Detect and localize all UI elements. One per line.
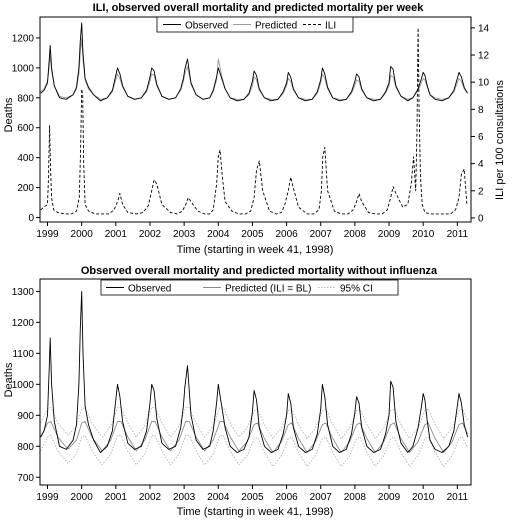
- y-tick-label: 800: [17, 93, 34, 104]
- y-tick-label: 900: [17, 411, 34, 422]
- series-line-95-ci-upper: [40, 407, 469, 439]
- panel-1-y-axis-label: Deaths: [3, 97, 15, 132]
- panel-1-x-axis: 1999 2000 2001 2002 2003 2004 2005 2006 2007 2008…: [36, 222, 469, 240]
- y-tick-label: 400: [17, 153, 34, 164]
- right-tick-label: 4: [478, 159, 484, 170]
- y-tick-label: 800: [17, 442, 34, 453]
- y-tick-label: 0: [28, 213, 34, 224]
- legend-label-predicted: Predicted: [255, 21, 297, 32]
- y-tick-label: 1100: [12, 349, 34, 360]
- x-tick-label: 2005: [241, 229, 264, 240]
- panel-1-x-axis-label: Time (starting in week 41, 1998): [177, 244, 334, 256]
- y-tick-label: 1000: [12, 63, 35, 74]
- x-tick-label: 1999: [36, 492, 59, 503]
- x-tick-label: 2002: [139, 492, 162, 503]
- y-tick-label: 600: [17, 123, 34, 134]
- y-tick-label: 700: [17, 473, 34, 484]
- right-tick-label: 12: [478, 51, 490, 62]
- right-tick-label: 10: [478, 78, 490, 89]
- y-tick-label: 1000: [12, 380, 35, 391]
- x-tick-label: 2008: [344, 229, 367, 240]
- panel-1-title: ILI, observed overall mortality and pred…: [93, 2, 425, 14]
- x-tick-label: 2007: [310, 492, 333, 503]
- legend-label-ili: ILI: [325, 21, 336, 32]
- x-tick-label: 2001: [105, 229, 128, 240]
- panel-2-plot-area: [39, 278, 472, 486]
- panel-2-series: [40, 290, 469, 467]
- x-tick-label: 2006: [275, 492, 298, 503]
- panel-2-y-axis: 700 800 900 1000 1100 1200 1300: [12, 287, 40, 484]
- series-line-predicted-ili-bl: [40, 421, 469, 453]
- series-line-95-ci-lower: [40, 434, 469, 467]
- x-tick-label: 2004: [207, 492, 230, 503]
- panel-2-x-axis-label: Time (starting in week 41, 1998): [177, 506, 334, 518]
- legend-label-predicted-bl: Predicted (ILI = BL): [225, 284, 311, 295]
- x-tick-label: 2009: [378, 229, 401, 240]
- right-tick-label: 14: [478, 23, 490, 34]
- x-tick-label: 1999: [36, 229, 59, 240]
- x-tick-label: 2005: [241, 492, 264, 503]
- panel-1-plot-area: [39, 16, 472, 223]
- x-tick-label: 2010: [412, 229, 435, 240]
- legend-label-observed: Observed: [128, 284, 171, 295]
- series-line-observed: [40, 290, 469, 453]
- x-tick-label: 2002: [139, 229, 162, 240]
- right-tick-label: 6: [478, 132, 484, 143]
- x-tick-label: 2010: [412, 492, 435, 503]
- x-tick-label: 2003: [173, 492, 196, 503]
- x-tick-label: 2006: [275, 229, 298, 240]
- panel-2-legend: Observed Predicted (ILI = BL) 95% CI: [100, 279, 399, 296]
- legend-label-observed: Observed: [185, 21, 228, 32]
- panel-1-right-axis-label: ILI per 100 consultations: [494, 80, 506, 200]
- panel-1-legend-box: [156, 16, 354, 33]
- right-tick-label: 2: [478, 186, 484, 197]
- x-tick-label: 2008: [344, 492, 367, 503]
- series-line-ili: [40, 27, 468, 215]
- panel-1-right-axis: 0 2 4 6 8 10 12 14: [471, 23, 490, 224]
- x-tick-label: 2000: [71, 492, 94, 503]
- y-tick-label: 1300: [12, 287, 35, 298]
- y-tick-label: 1200: [12, 33, 35, 44]
- y-tick-label: 200: [17, 183, 34, 194]
- x-tick-label: 2011: [447, 492, 469, 503]
- x-tick-label: 2004: [207, 229, 230, 240]
- panel-2-legend-box: [100, 279, 399, 296]
- x-tick-label: 2009: [378, 492, 401, 503]
- x-tick-label: 2011: [447, 229, 469, 240]
- y-tick-label: 1200: [12, 318, 35, 329]
- x-tick-label: 2003: [173, 229, 196, 240]
- panel-1-legend: Observed Predicted ILI: [156, 16, 354, 33]
- x-tick-label: 2000: [71, 229, 94, 240]
- series-line-observed: [40, 22, 468, 102]
- legend-label-ci: 95% CI: [340, 284, 373, 295]
- right-tick-label: 8: [478, 105, 484, 116]
- panel-2-x-axis: 1999 2000 2001 2002 2003 2004 2005 2006 2007 2008…: [36, 485, 469, 503]
- panel-1: ILI, observed overall mortality and pred…: [3, 2, 506, 256]
- right-tick-label: 0: [478, 213, 484, 224]
- panel-1-series: [40, 22, 468, 215]
- x-tick-label: 2001: [105, 492, 128, 503]
- panel-2-y-axis-label: Deaths: [3, 362, 15, 397]
- panel-1-y-axis: 0 200 400 600 800 1000 1200: [12, 33, 40, 224]
- panel-2: Observed overall mortality and predicted…: [3, 265, 472, 518]
- panel-2-title: Observed overall mortality and predicted…: [81, 265, 438, 277]
- series-line-predicted: [40, 37, 468, 100]
- x-tick-label: 2007: [310, 229, 333, 240]
